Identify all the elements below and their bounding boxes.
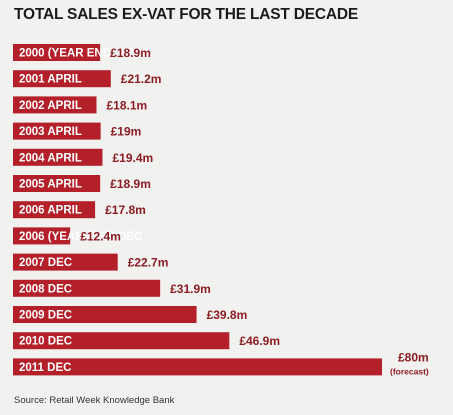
- value-label: £19m: [111, 125, 142, 139]
- value-label: £22.7m: [128, 256, 169, 270]
- category-label: 2000 (YEAR END) APRIL: [19, 48, 152, 60]
- value-label: £21.2m: [121, 72, 162, 86]
- chart-title: TOTAL SALES EX-VAT FOR THE LAST DECADE: [14, 6, 359, 23]
- category-label: 2010 DEC: [19, 336, 72, 348]
- bar: [13, 70, 111, 88]
- category-label: 2006 APRIL: [19, 205, 82, 217]
- forecast-note: (forecast): [390, 366, 429, 376]
- bar: [13, 201, 96, 219]
- bar: [13, 44, 101, 61]
- bar: [13, 306, 197, 323]
- category-label: 2008 DEC: [19, 283, 72, 295]
- category-label: 2009 DEC: [19, 310, 72, 322]
- value-label: £39.8m: [207, 308, 248, 322]
- bar: [13, 148, 103, 166]
- value-label: £18.9m: [110, 177, 151, 191]
- chart-source: Source: Retail Week Knowledge Bank: [14, 395, 175, 406]
- category-label: 2006 (YEAR END) DEC: [19, 231, 142, 243]
- bar: [13, 175, 101, 192]
- value-label: £19.4m: [112, 151, 153, 165]
- category-label: 2004 APRIL: [19, 152, 82, 164]
- value-label: £31.9m: [170, 282, 211, 296]
- category-label: 2005 APRIL: [19, 179, 82, 191]
- bar: [13, 227, 71, 245]
- category-label: 2007 DEC: [19, 257, 72, 269]
- bar: [13, 253, 118, 271]
- value-label: £18.1m: [106, 98, 147, 112]
- bar: [13, 358, 382, 376]
- bar: [13, 279, 161, 297]
- category-label: 2003 APRIL: [19, 126, 82, 138]
- category-label: 2002 APRIL: [19, 100, 82, 112]
- category-label: 2001 APRIL: [19, 74, 82, 86]
- category-label: 2011 DEC: [19, 362, 71, 374]
- bar: [13, 96, 97, 114]
- value-label: £18.9m: [110, 46, 151, 60]
- bar: [13, 122, 101, 140]
- value-label: £46.9m: [239, 334, 280, 348]
- value-label: £80m: [398, 350, 429, 364]
- value-label: £12.4m: [80, 229, 121, 243]
- bar: [13, 332, 230, 350]
- value-label: £17.8m: [105, 203, 146, 217]
